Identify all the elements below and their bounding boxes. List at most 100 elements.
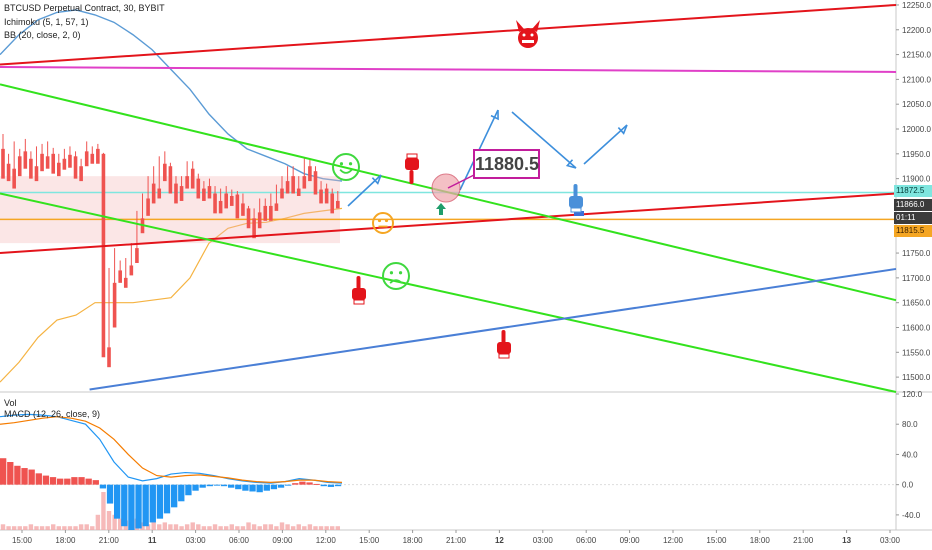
volume-bar xyxy=(184,524,190,530)
macd-histogram-bar xyxy=(14,465,21,485)
candle-body xyxy=(296,188,301,196)
volume-bar xyxy=(263,524,268,530)
volume-bar xyxy=(302,526,307,530)
macd-histogram-bar xyxy=(156,484,164,519)
price-callout: 11880.5 xyxy=(473,149,540,179)
macd-histogram-bar xyxy=(149,484,156,523)
macd-histogram-bar xyxy=(71,477,78,485)
projection-arrow-1 xyxy=(347,174,382,207)
pointing-hand-blue-icon-palm xyxy=(569,196,583,208)
candle-body xyxy=(118,270,122,283)
time-axis-tick-label: 11 xyxy=(148,536,157,545)
candle-body xyxy=(51,153,56,174)
volume-bar xyxy=(39,526,45,530)
volume-bar xyxy=(274,526,279,530)
macd-histogram-bar xyxy=(299,481,306,485)
volume-bar xyxy=(307,524,313,530)
time-axis-tick-label: 03:00 xyxy=(186,536,207,545)
pointing-hand-down-icon-finger xyxy=(409,170,414,184)
candle-body xyxy=(291,176,295,194)
macd-histogram-bar xyxy=(106,484,114,504)
time-axis-tick-label: 21:00 xyxy=(446,536,467,545)
candle-body xyxy=(179,186,184,201)
candle-body xyxy=(324,188,329,204)
macd-histogram-bar xyxy=(21,468,28,485)
price-axis-tick-label: 12100.0 xyxy=(902,75,931,84)
macd-label: MACD (12, 26, close, 9) xyxy=(4,409,101,419)
sad-face-icon-eye-left xyxy=(389,271,394,275)
volume-bar xyxy=(268,524,274,530)
macd-histogram-bar xyxy=(85,478,92,485)
candle-body xyxy=(224,193,228,209)
volume-bar xyxy=(28,524,34,530)
devil-horn-right xyxy=(532,20,540,32)
macd-axis-tick-label: -40.0 xyxy=(902,511,921,520)
pointing-hand-up-icon-2-finger xyxy=(501,330,506,344)
pointing-hand-down-icon-cuff xyxy=(406,153,418,159)
macd-histogram-bar xyxy=(49,477,57,485)
sad-face-icon xyxy=(382,262,410,290)
trendline-red-upper xyxy=(0,3,897,66)
candle-body xyxy=(213,193,217,214)
price-tag-timer: 01:11 xyxy=(894,212,932,224)
price-axis-tick-label: 12000.0 xyxy=(902,125,931,134)
projection-arrow-2-head xyxy=(490,109,499,121)
candle-body xyxy=(274,203,279,211)
candle-body xyxy=(123,277,128,288)
projection-arrow-3 xyxy=(511,111,577,169)
macd-histogram-bar xyxy=(199,484,206,488)
volume-bar xyxy=(335,526,340,530)
symbol-title: BTCUSD Perpetual Contract, 30, BYBIT xyxy=(4,3,165,13)
price-axis-tick-label: 12250.0 xyxy=(902,1,931,10)
macd-histogram-bar xyxy=(57,478,64,485)
blue-marker xyxy=(574,211,584,216)
vol-label: Vol xyxy=(4,398,17,408)
macd-histogram-bar xyxy=(220,484,228,487)
macd-histogram-bar xyxy=(228,484,235,488)
volume-bar xyxy=(290,526,296,530)
candle-body xyxy=(129,265,134,276)
volume-bar xyxy=(218,526,223,530)
volume-bar xyxy=(324,526,329,530)
candle-body xyxy=(157,188,162,199)
macd-histogram-bar xyxy=(206,484,213,487)
volume-bar xyxy=(0,524,6,530)
volume-bar xyxy=(73,526,78,530)
macd-axis-tick-label: 40.0 xyxy=(902,450,918,459)
volume-bar xyxy=(11,526,17,530)
macd-histogram-bar xyxy=(142,484,149,527)
smile-face-icon-outline xyxy=(332,153,360,181)
candle-body xyxy=(252,218,256,239)
macd-histogram-bar xyxy=(64,478,71,485)
macd-histogram-bar xyxy=(263,484,270,491)
devil-horn-left xyxy=(516,20,524,32)
candle-body xyxy=(313,171,318,195)
time-axis-tick-label: 09:00 xyxy=(620,536,641,545)
macd-histogram-bar xyxy=(0,458,7,485)
pointing-hand-up-icon-palm xyxy=(352,288,366,300)
price-axis-tick-label: 12150.0 xyxy=(902,51,931,60)
price-axis-tick-label: 12200.0 xyxy=(902,26,931,35)
candle-body xyxy=(269,205,273,221)
macd-histogram-bar xyxy=(213,484,221,486)
projection-arrow-4 xyxy=(583,124,628,165)
macd-histogram-bar xyxy=(277,484,285,488)
macd-histogram-bar xyxy=(320,484,327,487)
trendline-magenta xyxy=(0,65,897,73)
candle-body xyxy=(96,148,100,164)
volume-bar xyxy=(78,524,84,530)
devil-eye-right xyxy=(530,33,534,37)
neutral-face-icon-eye-left xyxy=(377,218,382,223)
volume-bar xyxy=(235,526,240,530)
candle-body xyxy=(68,154,72,168)
volume-bar xyxy=(173,524,179,530)
callout-pointer xyxy=(447,174,475,189)
volume-bar xyxy=(162,522,168,530)
volume-bar xyxy=(251,524,257,530)
volume-bar xyxy=(145,524,151,530)
macd-histogram-bar xyxy=(163,484,171,514)
volume-bar xyxy=(157,524,162,530)
candle-body xyxy=(79,166,83,182)
candle-body xyxy=(23,151,28,169)
pointing-hand-down-icon xyxy=(405,153,419,184)
